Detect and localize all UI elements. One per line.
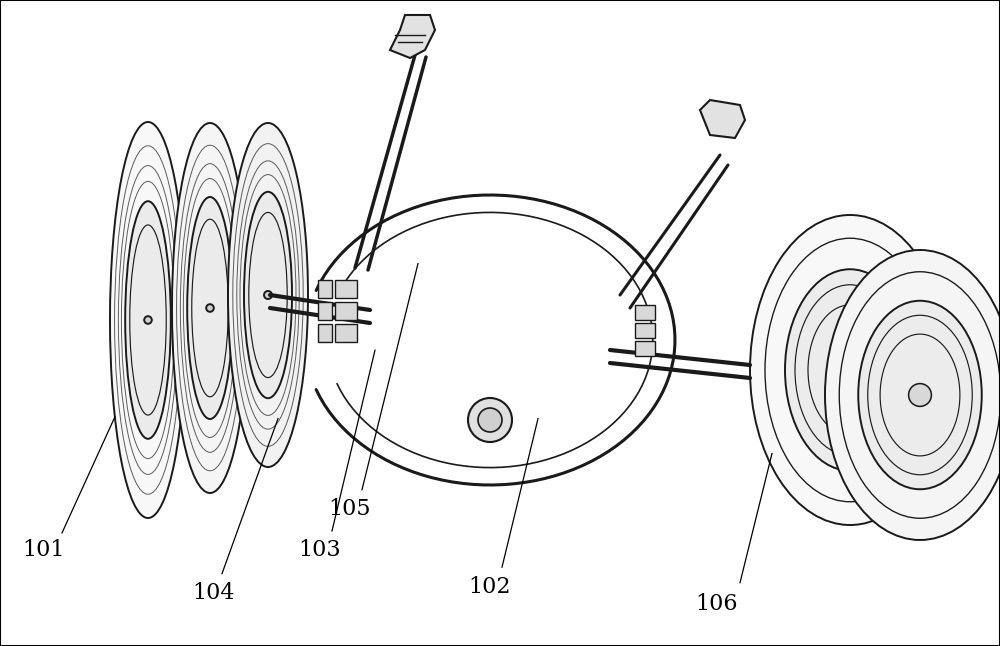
Ellipse shape <box>172 123 248 493</box>
Circle shape <box>478 408 502 432</box>
Bar <box>335 302 357 320</box>
Ellipse shape <box>825 250 1000 540</box>
Text: 101: 101 <box>22 539 65 561</box>
Ellipse shape <box>785 269 915 471</box>
Text: 102: 102 <box>468 576 511 598</box>
Text: 104: 104 <box>192 582 235 604</box>
Bar <box>635 323 655 338</box>
Bar <box>318 302 332 320</box>
Polygon shape <box>390 15 435 58</box>
Ellipse shape <box>228 123 308 467</box>
Circle shape <box>909 384 931 406</box>
Text: 103: 103 <box>298 539 341 561</box>
Circle shape <box>838 358 862 382</box>
Bar <box>635 305 655 320</box>
Bar <box>335 324 357 342</box>
Ellipse shape <box>125 201 171 439</box>
Text: 106: 106 <box>695 593 738 615</box>
Ellipse shape <box>750 215 950 525</box>
Ellipse shape <box>858 301 982 489</box>
Bar <box>318 324 332 342</box>
Circle shape <box>144 316 152 324</box>
Text: 105: 105 <box>328 498 371 520</box>
Bar <box>635 341 655 356</box>
Polygon shape <box>700 100 745 138</box>
Ellipse shape <box>244 192 292 398</box>
Ellipse shape <box>187 197 233 419</box>
Bar <box>335 280 357 298</box>
Circle shape <box>264 291 272 299</box>
Bar <box>318 280 332 298</box>
Ellipse shape <box>110 122 186 518</box>
Circle shape <box>468 398 512 442</box>
Circle shape <box>206 304 214 312</box>
